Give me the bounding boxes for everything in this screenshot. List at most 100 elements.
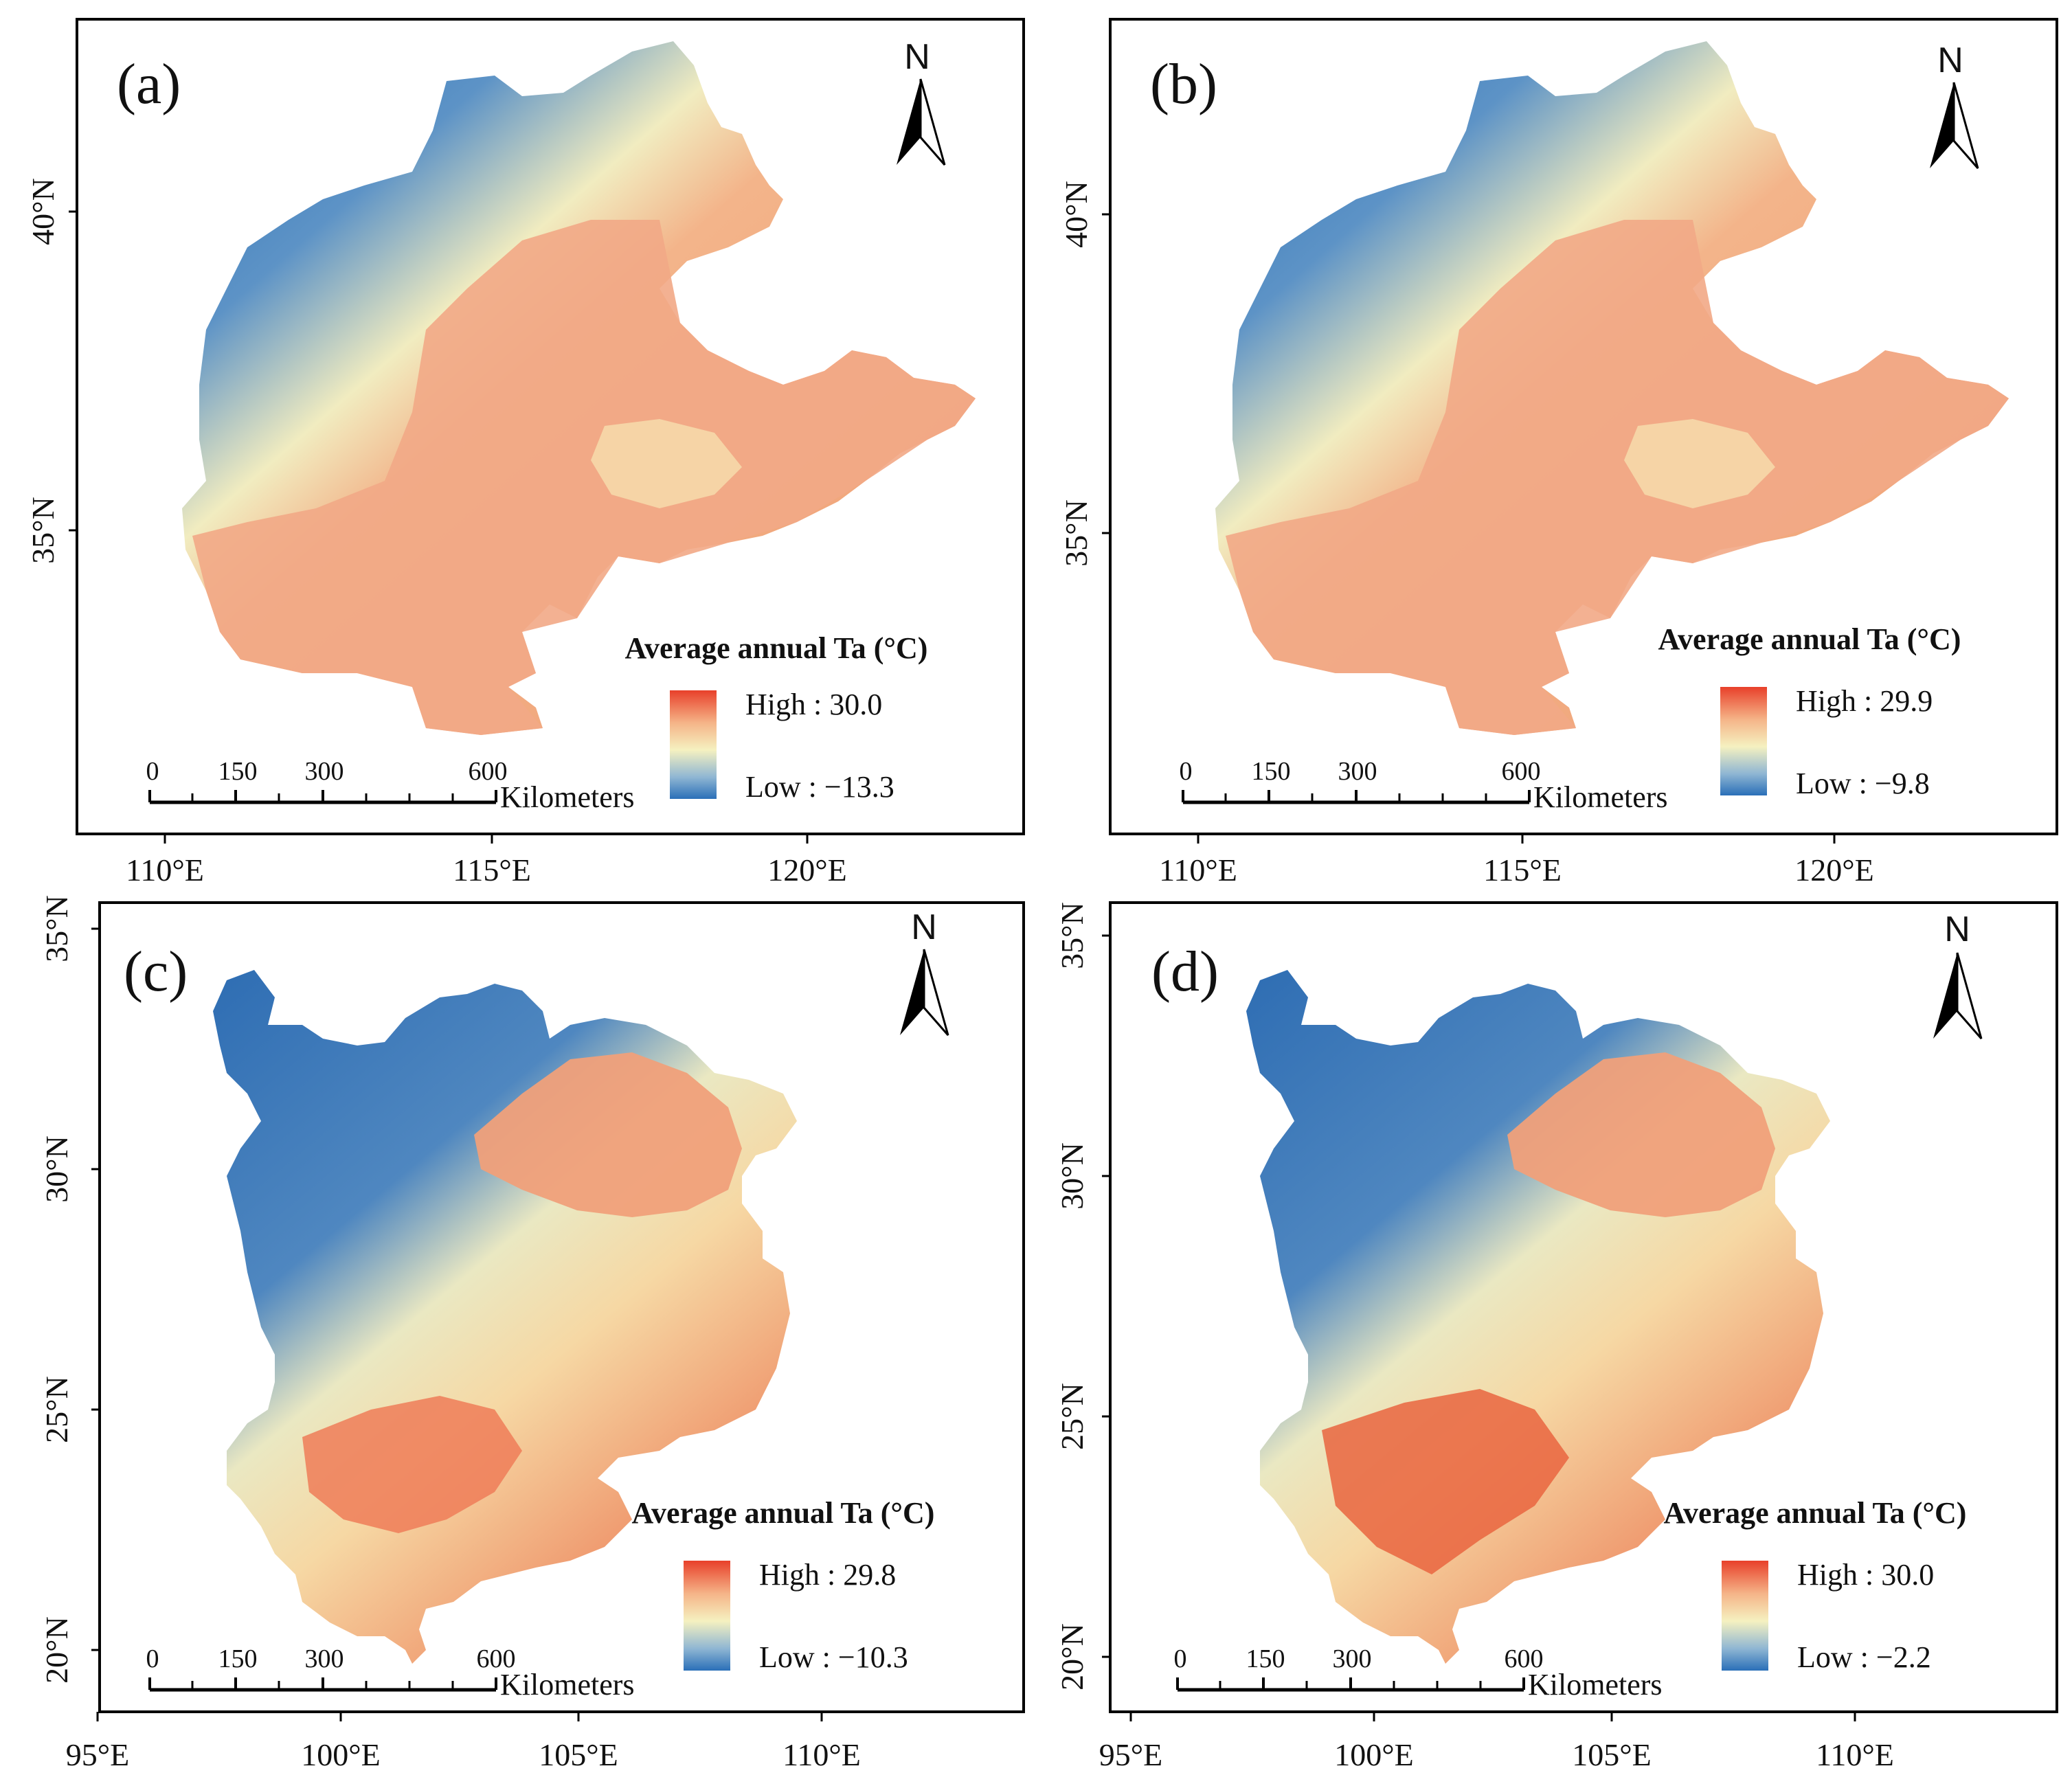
map-region-highland (591, 419, 742, 508)
legend: Average annual Ta (°C) High : 29.9 Low :… (1658, 622, 1961, 800)
lon-axis: 95°E 100°E 105°E 110°E (66, 1712, 861, 1772)
map-d-svg: (d) N Average annual Ta (°C) High : 30.0… (1055, 901, 2058, 1772)
legend-high: High : 30.0 (1797, 1558, 1934, 1592)
map-region-north-china-warm (192, 220, 976, 735)
lat-tick: 35°N (39, 895, 74, 962)
map-c-svg: (c) N Average annual Ta (°C) High : 29.8… (39, 895, 1025, 1772)
lon-tick: 95°E (66, 1737, 130, 1772)
legend-title: Average annual Ta (°C) (1658, 622, 1961, 656)
lon-axis: 110°E 115°E 120°E (1159, 834, 1874, 888)
lon-tick: 115°E (453, 852, 531, 888)
legend: Average annual Ta (°C) High : 29.8 Low :… (632, 1496, 935, 1674)
panel-label: (a) (117, 52, 181, 116)
lat-axis: 40°N 35°N (1059, 181, 1110, 567)
scale-tick: 150 (1246, 1644, 1285, 1673)
lon-tick: 105°E (1572, 1737, 1652, 1772)
lon-tick: 110°E (1816, 1737, 1894, 1772)
lon-tick: 100°E (1334, 1737, 1414, 1772)
lat-tick: 30°N (1055, 1142, 1090, 1210)
north-label: N (904, 37, 930, 77)
lat-tick: 35°N (25, 497, 60, 564)
legend: Average annual Ta (°C) High : 30.0 Low :… (625, 631, 928, 804)
scale-tick: 300 (1338, 757, 1377, 786)
lon-tick: 115°E (1483, 852, 1562, 888)
lat-tick: 40°N (25, 178, 60, 245)
north-label: N (1937, 41, 1963, 80)
scale-tick: 0 (146, 757, 159, 786)
scale-tick: 300 (305, 1644, 344, 1673)
legend-title: Average annual Ta (°C) (1664, 1496, 1967, 1530)
legend-high: High : 29.8 (759, 1558, 896, 1592)
north-label: N (911, 907, 937, 947)
lat-tick: 25°N (1055, 1383, 1090, 1450)
map-frame (98, 901, 1025, 1713)
lon-tick: 120°E (1794, 852, 1874, 888)
lon-axis: 110°E 115°E 120°E (126, 834, 847, 888)
legend-color-ramp (1722, 1561, 1768, 1671)
map-panel-d: (d) N Average annual Ta (°C) High : 30.0… (1033, 888, 2072, 1775)
map-a-svg: (a) N Average annual Ta (°C) High : 30.0… (25, 18, 1025, 888)
lat-tick: 30°N (39, 1135, 74, 1203)
panel-label: (c) (124, 940, 188, 1004)
north-arrow-icon: N (1930, 41, 1979, 169)
map-panel-b: (b) N Average annual Ta (°C) High : 29.9… (1033, 0, 2072, 888)
legend-title: Average annual Ta (°C) (632, 1496, 935, 1530)
scale-bar: 0 150 300 600 Kilometers (1180, 757, 1668, 814)
map-panel-a: (a) N Average annual Ta (°C) High : 30.0… (0, 0, 1039, 888)
legend-low: Low : −10.3 (759, 1640, 908, 1674)
legend-color-ramp (670, 690, 717, 799)
scale-tick: 600 (1505, 1644, 1544, 1673)
scale-tick: 150 (1252, 757, 1291, 786)
scale-unit: Kilometers (500, 1668, 635, 1701)
scale-tick: 600 (1502, 757, 1541, 786)
north-arrow-icon: N (900, 907, 949, 1036)
map-frame (1109, 901, 2058, 1713)
scale-tick: 300 (1333, 1644, 1372, 1673)
legend: Average annual Ta (°C) High : 30.0 Low :… (1664, 1496, 1967, 1674)
map-region-southwest-china (1246, 970, 1830, 1664)
map-region-sichuan-basin (474, 1052, 742, 1217)
lat-tick: 35°N (1055, 902, 1090, 969)
scale-unit: Kilometers (1528, 1668, 1663, 1701)
north-label: N (1944, 909, 1970, 949)
scale-tick: 300 (305, 757, 344, 786)
north-arrow-icon: N (1933, 909, 1983, 1039)
map-region-north-china-warm (1226, 220, 2009, 735)
map-region-lowland (302, 1396, 522, 1533)
lon-tick: 95°E (1099, 1737, 1163, 1772)
north-arrow-icon: N (897, 37, 946, 166)
lat-axis: 35°N 30°N 25°N 20°N (1055, 902, 1110, 1691)
legend-low: Low : −9.8 (1796, 767, 1930, 800)
legend-low: Low : −2.2 (1797, 1640, 1931, 1674)
map-frame (76, 18, 1025, 835)
lat-tick: 20°N (39, 1616, 74, 1684)
scale-tick: 150 (218, 1644, 258, 1673)
map-frame (1109, 18, 2058, 835)
legend-title: Average annual Ta (°C) (625, 631, 928, 665)
panel-label: (b) (1150, 52, 1217, 116)
legend-low: Low : −13.3 (745, 770, 894, 804)
scale-tick: 0 (1174, 1644, 1187, 1673)
map-region-highland (1624, 419, 1775, 508)
map-b-svg: (b) N Average annual Ta (°C) High : 29.9… (1059, 18, 2058, 888)
scale-bar: 0 150 300 600 Kilometers (146, 757, 635, 814)
map-region-southwest-china (213, 970, 797, 1664)
lat-tick: 35°N (1059, 499, 1094, 567)
lat-tick: 25°N (39, 1376, 74, 1443)
lon-tick: 110°E (126, 852, 204, 888)
lat-axis: 40°N 35°N (25, 178, 77, 564)
scale-tick: 600 (477, 1644, 516, 1673)
map-panel-c: (c) N Average annual Ta (°C) High : 29.8… (0, 888, 1039, 1775)
lon-tick: 110°E (782, 1737, 861, 1772)
scale-bar: 0 150 300 600 Kilometers (1174, 1644, 1663, 1701)
legend-color-ramp (1720, 687, 1767, 795)
scale-tick: 0 (1180, 757, 1193, 786)
map-region-lowland (1322, 1389, 1569, 1574)
lon-tick: 105°E (539, 1737, 618, 1772)
scale-unit: Kilometers (500, 780, 635, 814)
scale-tick: 150 (218, 757, 258, 786)
map-region-sichuan-basin (1507, 1052, 1775, 1217)
lon-axis: 95°E 100°E 105°E 110°E (1099, 1712, 1894, 1772)
panel-label: (d) (1151, 940, 1219, 1004)
lat-tick: 20°N (1055, 1623, 1090, 1691)
